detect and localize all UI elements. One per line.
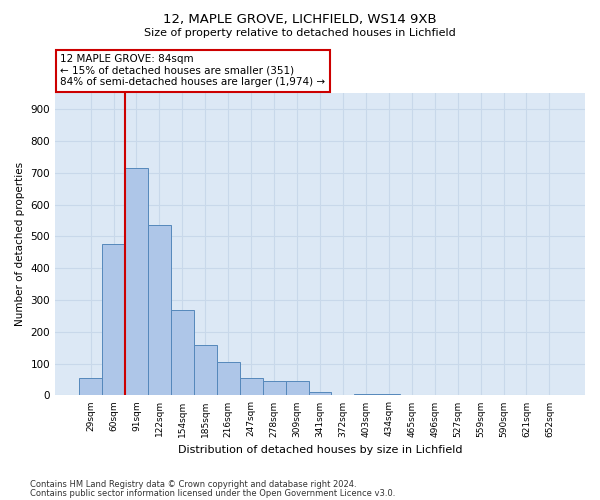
Bar: [148, 226, 171, 396]
Bar: [171, 310, 194, 396]
X-axis label: Distribution of detached houses by size in Lichfield: Distribution of detached houses by size …: [178, 445, 462, 455]
Text: Contains public sector information licensed under the Open Government Licence v3: Contains public sector information licen…: [30, 488, 395, 498]
Bar: [377, 394, 400, 396]
Text: 12, MAPLE GROVE, LICHFIELD, WS14 9XB: 12, MAPLE GROVE, LICHFIELD, WS14 9XB: [163, 12, 437, 26]
Bar: [308, 392, 331, 396]
Bar: [79, 378, 102, 396]
Bar: [286, 381, 308, 396]
Bar: [125, 168, 148, 396]
Bar: [102, 244, 125, 396]
Bar: [217, 362, 240, 396]
Bar: [355, 394, 377, 396]
Y-axis label: Number of detached properties: Number of detached properties: [15, 162, 25, 326]
Text: Size of property relative to detached houses in Lichfield: Size of property relative to detached ho…: [144, 28, 456, 38]
Text: 12 MAPLE GROVE: 84sqm
← 15% of detached houses are smaller (351)
84% of semi-det: 12 MAPLE GROVE: 84sqm ← 15% of detached …: [61, 54, 325, 88]
Text: Contains HM Land Registry data © Crown copyright and database right 2024.: Contains HM Land Registry data © Crown c…: [30, 480, 356, 489]
Bar: [240, 378, 263, 396]
Bar: [194, 344, 217, 396]
Bar: [263, 381, 286, 396]
